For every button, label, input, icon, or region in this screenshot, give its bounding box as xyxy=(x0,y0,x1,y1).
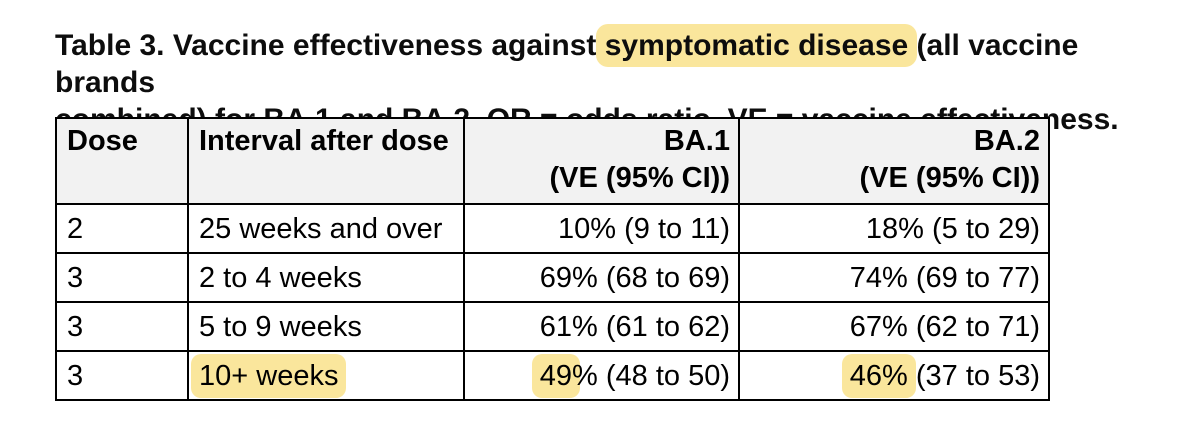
caption-highlight-symptomatic-disease: symptomatic disease xyxy=(595,24,918,67)
cell-highlight-ba1-value: 49 xyxy=(531,353,581,398)
col-header-ba2: BA.2 (VE (95% CI)) xyxy=(738,117,1050,205)
col-header-ba1-line2: (VE (95% CI)) xyxy=(549,162,730,194)
col-header-ba1-line1: BA.1 xyxy=(663,125,730,157)
cell-ba2-ve: 67% (62 to 71) xyxy=(738,301,1050,352)
table-row: 3 5 to 9 weeks 61% (61 to 62) 67% (62 to… xyxy=(55,301,1050,352)
col-header-dose: Dose xyxy=(55,117,189,205)
cell-dose: 2 xyxy=(55,203,189,254)
cell-ba1-ve: 61% (61 to 62) xyxy=(463,301,740,352)
cell-dose: 3 xyxy=(55,301,189,352)
cell-dose: 3 xyxy=(55,350,189,401)
cell-interval: 25 weeks and over xyxy=(187,203,465,254)
cell-ba2-ve: 46% (37 to 53) xyxy=(738,350,1050,401)
cell-ba1-ve: 10% (9 to 11) xyxy=(463,203,740,254)
cell-interval: 2 to 4 weeks xyxy=(187,252,465,303)
cell-dose: 3 xyxy=(55,252,189,303)
cell-ba1-ve: 69% (68 to 69) xyxy=(463,252,740,303)
col-header-ba2-line2: (VE (95% CI)) xyxy=(859,162,1040,194)
cell-ba2-ve: 74% (69 to 77) xyxy=(738,252,1050,303)
cell-highlight-interval: 10+ weeks xyxy=(191,353,347,398)
cell-highlight-ba2-value: 46% xyxy=(841,353,916,398)
cell-interval: 10+ weeks xyxy=(187,350,465,401)
table-row: 3 2 to 4 weeks 69% (68 to 69) 74% (69 to… xyxy=(55,252,1050,303)
cell-ba1-ve: 49% (48 to 50) xyxy=(463,350,740,401)
col-header-ba2-line1: BA.2 xyxy=(973,125,1040,157)
table-row: 3 10+ weeks 49% (48 to 50) 46% (37 to 53… xyxy=(55,350,1050,401)
caption-text-part1: Table 3. Vaccine effectiveness against xyxy=(55,29,605,62)
col-header-interval: Interval after dose xyxy=(187,117,465,205)
cell-ba1-ve-rest: % (48 to 50) xyxy=(572,359,730,392)
cell-interval: 5 to 9 weeks xyxy=(187,301,465,352)
vaccine-effectiveness-table: Dose Interval after dose BA.1 (VE (95% CI… xyxy=(55,117,1050,401)
cell-ba2-ve-rest: (37 to 53) xyxy=(907,359,1040,392)
table-row: 2 25 weeks and over 10% (9 to 11) 18% (5… xyxy=(55,203,1050,254)
col-header-ba1: BA.1 (VE (95% CI)) xyxy=(463,117,740,205)
cell-ba2-ve: 18% (5 to 29) xyxy=(738,203,1050,254)
caption-text-part2a: (all vaccine brands xyxy=(55,29,1079,99)
table-header-row: Dose Interval after dose BA.1 (VE (95% CI… xyxy=(55,117,1050,205)
